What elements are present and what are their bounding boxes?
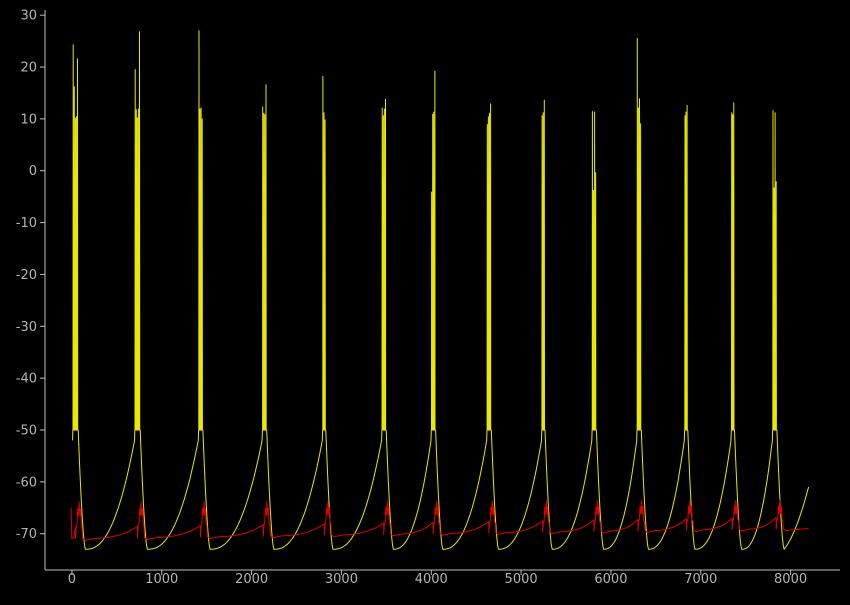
y-tick-label: 10 (20, 112, 37, 127)
x-tick-label: 0 (68, 572, 76, 587)
y-tick-label: -10 (16, 216, 37, 231)
x-tick-label: 8000 (774, 572, 807, 587)
x-tick-label: 3000 (325, 572, 358, 587)
x-tick-label: 1000 (145, 572, 178, 587)
y-tick-label: 30 (20, 9, 37, 24)
x-tick-label: 2000 (235, 572, 268, 587)
series-yellow-line (72, 30, 810, 550)
y-tick-label: 0 (29, 164, 37, 179)
y-tick-label: -30 (16, 320, 37, 335)
x-tick-label: 4000 (415, 572, 448, 587)
y-tick-label: -70 (16, 527, 37, 542)
x-tick-label: 5000 (505, 572, 538, 587)
y-tick-label: -20 (16, 268, 37, 283)
series-red-line (70, 499, 809, 541)
y-tick-label: -50 (16, 424, 37, 439)
y-tick-label: 20 (20, 61, 37, 76)
y-tick-label: -60 (16, 475, 37, 490)
x-tick-label: 7000 (684, 572, 717, 587)
y-tick-label: -40 (16, 372, 37, 387)
x-tick-label: 6000 (594, 572, 627, 587)
